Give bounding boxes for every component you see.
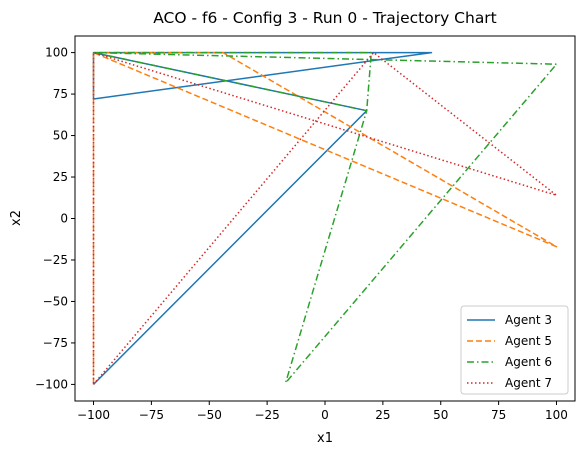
y-tick-label: −25: [43, 253, 68, 267]
x-tick-label: −75: [139, 408, 164, 422]
y-axis-ticks: −100 −75 −50 −25 0 25 50 75 100: [35, 46, 75, 391]
legend-box: [460, 305, 569, 395]
x-tick-label: 50: [433, 408, 448, 422]
y-tick-label: −75: [43, 336, 68, 350]
series-line-agent-6: [92, 51, 558, 384]
y-tick-label: 50: [53, 129, 68, 143]
series-layer: [92, 51, 558, 385]
x-axis-label: x1: [317, 431, 333, 446]
chart-title: ACO - f6 - Config 3 - Run 0 - Trajectory…: [153, 9, 497, 27]
series-line-agent-5: [92, 51, 558, 385]
x-tick-label: 75: [491, 408, 506, 422]
legend-label: Agent 7: [505, 376, 552, 390]
y-tick-label: 0: [60, 212, 68, 226]
x-tick-label: −100: [77, 408, 110, 422]
legend-label: Agent 5: [505, 334, 552, 348]
legend: Agent 3 Agent 5 Agent 6 Agent 7: [460, 305, 569, 395]
y-tick-label: −100: [35, 377, 68, 391]
x-tick-label: −50: [197, 408, 222, 422]
x-tick-label: 0: [321, 408, 329, 422]
y-axis-label: x2: [9, 210, 24, 226]
y-tick-label: 25: [53, 170, 68, 184]
x-tick-label: 100: [545, 408, 568, 422]
x-axis-ticks: −100 −75 −50 −25 0 25 50 75 100: [77, 401, 568, 422]
y-tick-label: 75: [53, 87, 68, 101]
legend-label: Agent 6: [505, 355, 552, 369]
x-tick-label: 25: [375, 408, 390, 422]
y-tick-label: −50: [43, 294, 68, 308]
y-tick-label: 100: [45, 46, 68, 60]
x-tick-label: −25: [254, 408, 279, 422]
legend-label: Agent 3: [505, 313, 552, 327]
series-line-agent-7: [92, 51, 558, 385]
